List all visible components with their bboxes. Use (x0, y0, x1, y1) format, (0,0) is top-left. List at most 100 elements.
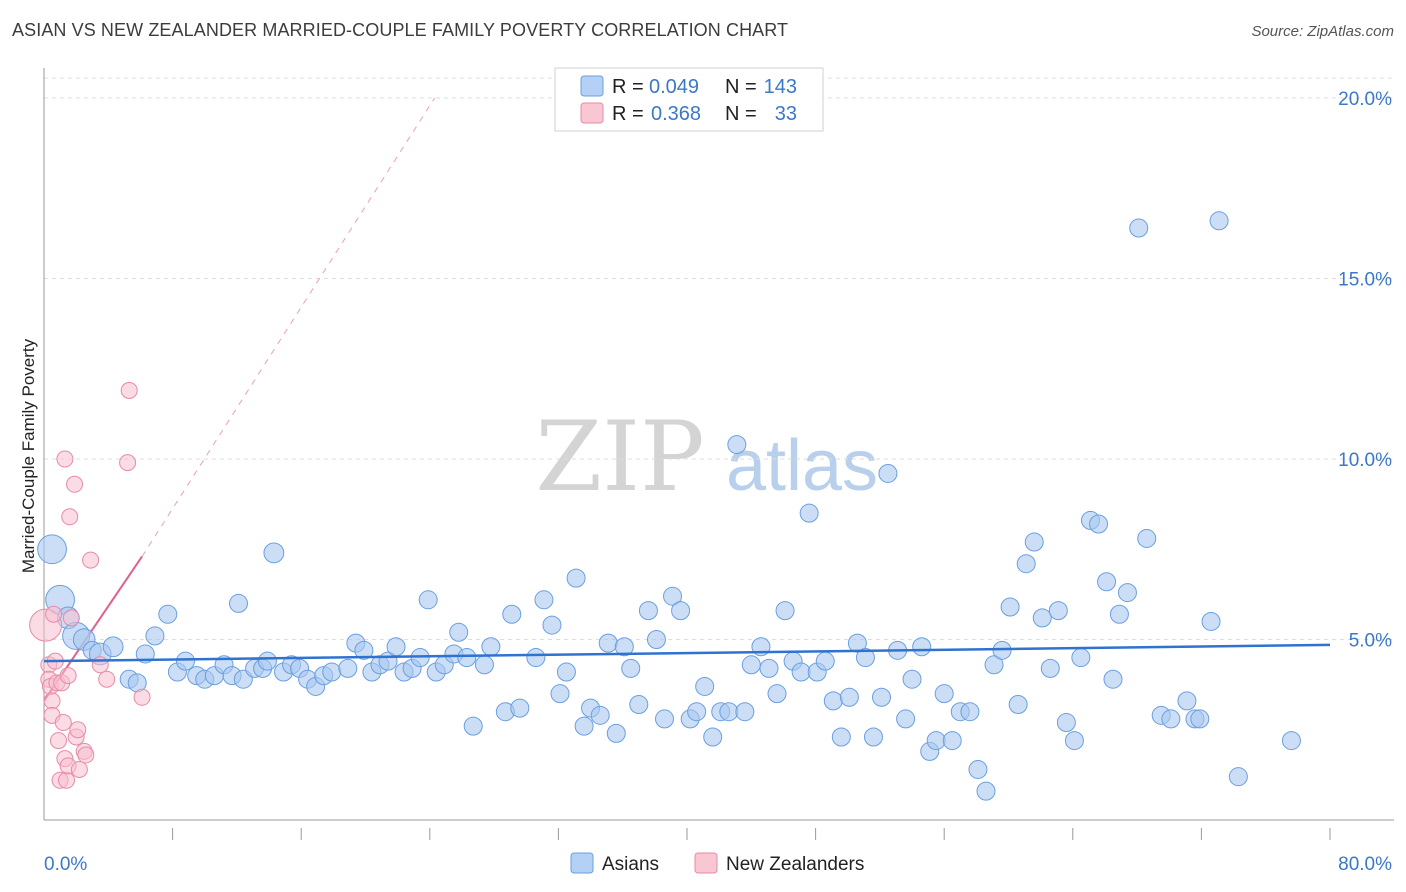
nz-point (119, 454, 137, 472)
nz-point (120, 381, 138, 399)
asian-point (823, 691, 843, 711)
asian-point (550, 684, 570, 704)
asian-trend-line (43, 643, 1331, 663)
bottom-legend-asians: Asians (602, 854, 659, 875)
asian-point (175, 651, 195, 671)
asian-point (791, 662, 811, 682)
asian-point (598, 633, 618, 653)
asian-point (687, 702, 707, 722)
asian-point (839, 687, 859, 707)
bottom-legend-new-zealanders: New Zealanders (726, 854, 864, 875)
asian-point (759, 658, 779, 678)
bottom-legend-asian-swatch (570, 852, 594, 874)
asian-point (510, 698, 530, 718)
asian-point (703, 727, 723, 747)
asian-point (263, 542, 285, 564)
axes (43, 68, 1394, 821)
legend-asian-swatch (580, 75, 604, 97)
asian-point (1016, 554, 1036, 574)
asian-point (663, 586, 683, 606)
asian-point (463, 716, 483, 736)
asian-point (1228, 767, 1248, 787)
chart-title: ASIAN VS NEW ZEALANDER MARRIED-COUPLE FA… (12, 20, 789, 40)
y-tick-label: 20.0% (1338, 89, 1392, 110)
asian-point (621, 658, 641, 678)
x-tick-label-max: 80.0% (1338, 854, 1392, 875)
nz-trend-extension (141, 97, 436, 557)
asian-point (1117, 583, 1137, 603)
asian-point (102, 636, 124, 658)
asian-point (481, 637, 501, 657)
y-tick-labels: 5.0% 10.0% 15.0% 20.0% (1338, 89, 1392, 651)
asian-point (1064, 731, 1084, 751)
nz-point (61, 508, 79, 526)
asian-point (1161, 709, 1181, 729)
asian-point (934, 684, 954, 704)
asian-point (1190, 709, 1210, 729)
asian-point (1000, 597, 1020, 617)
legend-asian-r-label: R = (612, 76, 644, 98)
asian-point (474, 655, 494, 675)
asian-point (629, 694, 649, 714)
legend-nz-n-value: 33 (775, 103, 797, 125)
asian-point (457, 648, 477, 668)
legend-asian-n-label: N = (725, 76, 757, 98)
asian-point (1209, 211, 1229, 231)
y-tick-label: 15.0% (1338, 270, 1392, 291)
asian-point (976, 781, 996, 801)
nz-point (58, 771, 76, 789)
watermark-zip: ZIP (535, 401, 704, 513)
asian-point (418, 590, 438, 610)
asian-point (863, 727, 883, 747)
nz-point (62, 609, 80, 627)
asian-point (727, 435, 747, 455)
asian-point (799, 503, 819, 523)
asian-point (671, 601, 691, 621)
asian-point (984, 655, 1004, 675)
asian-point (135, 644, 155, 664)
asian-point (960, 702, 980, 722)
asian-point (1097, 572, 1117, 592)
nz-point (43, 692, 61, 710)
asian-point (1201, 611, 1221, 631)
asian-point (735, 702, 755, 722)
asian-point (229, 593, 249, 613)
y-axis-title: Married-Couple Family Poverty (19, 338, 38, 573)
asian-point (695, 676, 715, 696)
watermark-atlas: atlas (726, 426, 878, 506)
asian-point (646, 630, 666, 650)
legend-nz-n-label: N = (725, 103, 757, 125)
asian-point (968, 759, 988, 779)
asian-point (1024, 532, 1044, 552)
asian-point (386, 637, 406, 657)
nz-point (133, 688, 151, 706)
asian-point (257, 651, 277, 671)
chart-source: Source: ZipAtlas.com (1251, 23, 1394, 40)
asian-point (158, 604, 178, 624)
bottom-legend: Asians New Zealanders (570, 852, 864, 875)
asian-point (590, 705, 610, 725)
asian-point (566, 568, 586, 588)
asian-point (896, 709, 916, 729)
nz-point (59, 667, 77, 685)
nz-point (82, 551, 100, 569)
asian-point (606, 723, 626, 743)
nz-point (56, 450, 74, 468)
asian-point (1089, 514, 1109, 534)
asian-point (775, 601, 795, 621)
asian-point (1129, 218, 1149, 238)
bottom-legend-nz-swatch (694, 852, 718, 874)
asian-point (449, 622, 469, 642)
y-tick-label: 10.0% (1338, 450, 1392, 471)
nz-points (29, 381, 151, 789)
asian-point (1137, 528, 1157, 548)
asian-point (354, 640, 374, 660)
nz-point (54, 714, 72, 732)
asian-point (145, 626, 165, 646)
asian-point (542, 615, 562, 635)
legend-asian-n-value: 143 (764, 76, 797, 98)
asian-points (37, 211, 1301, 801)
nz-point (98, 670, 116, 688)
asian-point (37, 534, 67, 565)
